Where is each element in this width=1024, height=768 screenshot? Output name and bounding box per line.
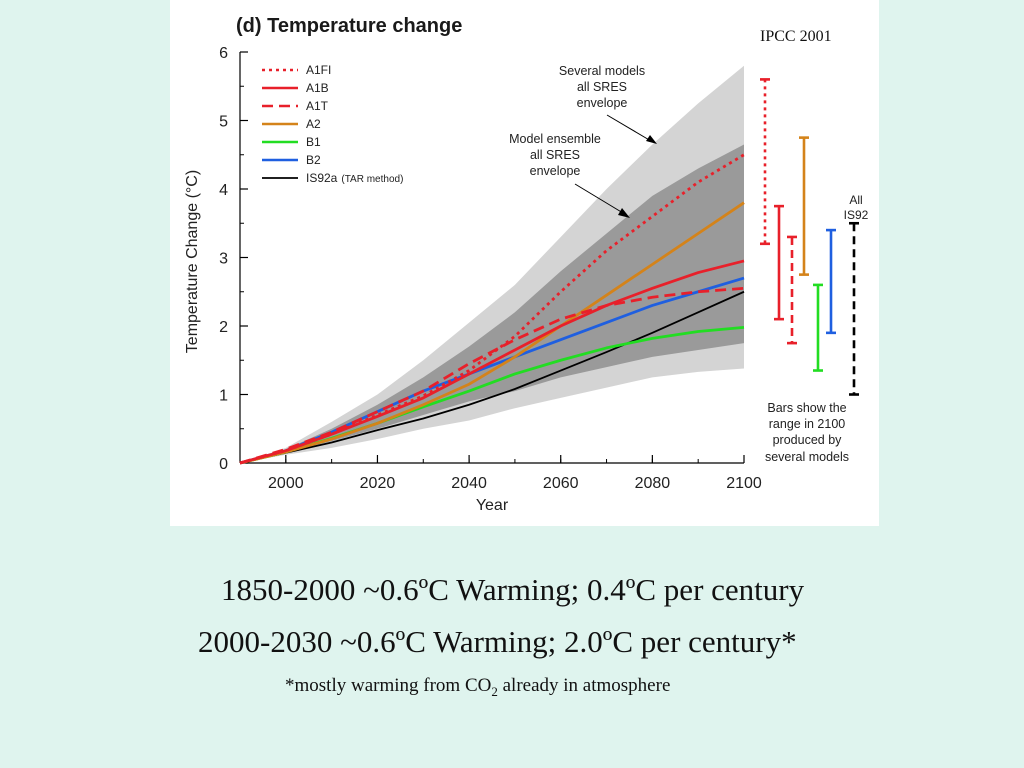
y-tick-label: 1 [219, 388, 228, 405]
bars-note: Bars show the [767, 401, 846, 415]
legend-label-a1t: A1T [306, 99, 329, 113]
annotation-arrowhead-model-ensemble [618, 208, 630, 218]
annotation-arrowhead-several-models [646, 135, 657, 144]
x-tick-label: 2000 [268, 475, 304, 492]
all-is92-label: IS92 [844, 208, 869, 222]
y-tick-label: 2 [219, 319, 228, 336]
annotation-model-ensemble: all SRES [530, 148, 580, 162]
footnote-subscript: 2 [491, 683, 498, 699]
temperature-change-chart: 2000 2020 2040 2060 2080 2100 0 1 2 3 4 5 6 Year Tempe… [184, 15, 869, 514]
x-tick-label: 2060 [543, 475, 579, 492]
bars-note: several models [765, 450, 849, 464]
annotation-model-ensemble: Model ensemble [509, 132, 601, 146]
y-tick-label: 5 [219, 114, 228, 131]
annotation-arrow-model-ensemble [574, 183, 624, 214]
x-tick-label: 2040 [451, 475, 487, 492]
series-line-a1b [239, 259, 745, 465]
x-tick-label: 2100 [726, 475, 762, 492]
legend-label-a1b: A1B [306, 81, 329, 95]
bars-note: produced by [773, 433, 843, 447]
bars-note: range in 2100 [769, 417, 846, 431]
x-axis-label: Year [476, 497, 509, 514]
series-line-a1fi [239, 153, 745, 465]
legend-label-suffix: (TAR method) [341, 174, 403, 185]
panel-title: (d) Temperature change [236, 15, 462, 37]
x-tick-label: 2080 [635, 475, 671, 492]
y-tick-label: 0 [219, 456, 228, 473]
caption-footnote: *mostly warming from CO2 already in atmo… [285, 675, 670, 700]
caption-line-1: 1850-2000 ~0.6ºC Warming; 0.4ºC per cent… [221, 572, 805, 607]
annotation-model-ensemble: envelope [530, 164, 581, 178]
legend-label-is92a: IS92a (TAR method) [306, 171, 403, 185]
all-is92-label: All [849, 193, 862, 207]
y-axis-label: Temperature Change (°C) [184, 170, 201, 353]
legend-label-a1fi: A1FI [306, 63, 331, 77]
legend-label-b1: B1 [306, 135, 321, 149]
annotation-several-models: all SRES [577, 80, 627, 94]
series-line-a1t [239, 286, 745, 465]
y-tick-label: 6 [219, 45, 228, 62]
series-line-is92a [239, 290, 745, 464]
legend-label-b2: B2 [306, 153, 321, 167]
series-line-a2 [239, 201, 745, 465]
legend-label-a2: A2 [306, 117, 321, 131]
annotation-several-models: envelope [577, 96, 628, 110]
x-tick-label: 2020 [360, 475, 396, 492]
footnote-text-end: already in atmosphere [497, 675, 671, 696]
y-tick-label: 4 [219, 182, 228, 199]
footnote-text: *mostly warming from CO [285, 675, 492, 696]
annotation-arrow-several-models [606, 114, 652, 142]
chart-figure: 2000 2020 2040 2060 2080 2100 0 1 2 3 4 5 6 Year Tempe… [170, 0, 879, 526]
y-tick-label: 3 [219, 251, 228, 268]
annotation-several-models: Several models [559, 64, 645, 78]
envelope-model-ensemble [240, 144, 744, 463]
caption-line-2: 2000-2030 ~0.6ºC Warming; 2.0ºC per cent… [198, 624, 797, 659]
source-label: IPCC 2001 [760, 28, 832, 45]
